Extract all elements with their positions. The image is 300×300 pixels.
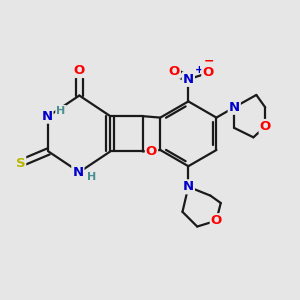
Text: −: −	[203, 55, 214, 68]
Text: N: N	[72, 166, 83, 178]
Text: O: O	[169, 65, 180, 78]
Text: N: N	[183, 180, 194, 193]
Text: H: H	[87, 172, 96, 182]
Text: O: O	[260, 120, 271, 133]
Text: O: O	[74, 64, 85, 77]
Text: +: +	[195, 65, 204, 75]
Text: N: N	[183, 73, 194, 86]
Text: H: H	[56, 106, 65, 116]
Text: O: O	[202, 67, 214, 80]
Text: N: N	[229, 101, 240, 114]
Text: N: N	[41, 110, 52, 123]
Text: S: S	[16, 157, 25, 170]
Text: O: O	[211, 214, 222, 227]
Text: O: O	[146, 145, 157, 158]
